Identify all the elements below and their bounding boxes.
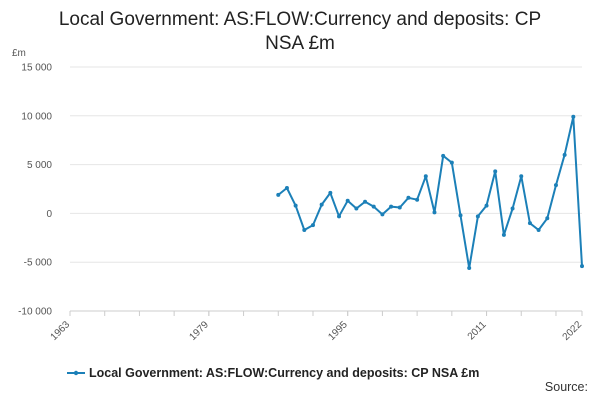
source-label: Source: [544, 380, 588, 394]
data-point [345, 198, 350, 203]
data-point [519, 174, 524, 179]
data-point [389, 204, 394, 209]
data-point [432, 210, 437, 215]
data-point [501, 232, 506, 237]
data-point [293, 203, 298, 208]
legend-label: Local Government: AS:FLOW:Currency and d… [89, 366, 480, 380]
y-tick-label: -10 000 [18, 307, 52, 318]
data-point [562, 152, 567, 157]
data-point [423, 174, 428, 179]
y-tick-label: 5 000 [27, 160, 52, 171]
y-tick-label: 0 [46, 209, 52, 220]
data-point [536, 227, 541, 232]
x-tick-label: 1963 [49, 319, 73, 343]
data-point [449, 160, 454, 165]
data-point [363, 199, 368, 204]
data-point [545, 216, 550, 221]
data-point [284, 186, 289, 191]
data-point [406, 195, 411, 200]
data-point [553, 183, 558, 188]
data-point [354, 206, 359, 211]
data-point [380, 212, 385, 217]
data-point [571, 114, 576, 119]
y-tick-label: 10 000 [21, 111, 52, 122]
data-point [319, 202, 324, 207]
legend-line-marker [67, 370, 85, 376]
data-point [397, 205, 402, 210]
x-tick-label: 1979 [187, 319, 211, 343]
x-tick-label: 1995 [326, 319, 350, 343]
data-point [328, 190, 333, 195]
data-point [276, 192, 281, 197]
data-point [415, 197, 420, 202]
series-line [277, 115, 583, 270]
data-point [510, 206, 515, 211]
data-point [310, 223, 315, 228]
chart-title: Local Government: AS:FLOW:Currency and d… [58, 9, 542, 54]
data-point [458, 213, 463, 218]
y-tick-label: 15 000 [21, 63, 52, 74]
data-point [302, 227, 307, 232]
y-axis-unit-label: £m [12, 48, 26, 59]
data-point [493, 169, 498, 174]
data-point [580, 264, 584, 269]
x-tick-label: 2022 [561, 319, 585, 343]
data-point [527, 221, 532, 226]
data-point [337, 214, 342, 219]
data-point [441, 153, 446, 158]
data-point [467, 266, 472, 271]
data-point [475, 214, 480, 219]
x-tick-label: 2011 [466, 319, 489, 342]
data-point [484, 203, 489, 208]
y-tick-label: -5 000 [24, 258, 53, 269]
data-point [371, 204, 376, 209]
legend[interactable]: Local Government: AS:FLOW:Currency and d… [66, 366, 479, 380]
